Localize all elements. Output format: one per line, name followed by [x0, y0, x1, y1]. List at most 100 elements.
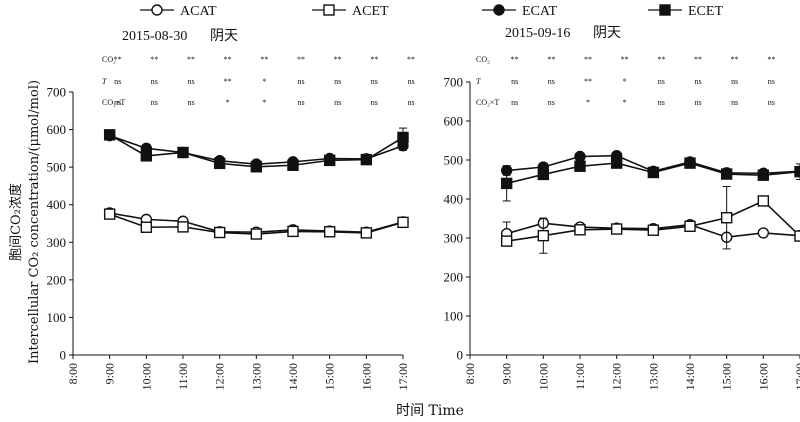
- data-point-ecet: [213, 157, 226, 170]
- y-tick-label: 500: [444, 153, 464, 168]
- x-tick-label: 16:00: [359, 363, 373, 390]
- y-tick-label: 700: [47, 85, 67, 100]
- sig-mark: **: [370, 55, 378, 64]
- data-point-ecet: [537, 168, 550, 181]
- sig-mark: ns: [548, 77, 555, 86]
- y-tick-label: 300: [444, 231, 464, 246]
- sig-mark: ns: [151, 77, 158, 86]
- data-point-acet: [574, 224, 586, 236]
- y-tick-label: 200: [444, 270, 464, 285]
- x-tick-label: 17:00: [396, 363, 410, 390]
- data-point-acet: [213, 226, 226, 239]
- sig-mark: ns: [548, 98, 555, 107]
- sig-mark: ns: [658, 98, 665, 107]
- data-point-ecet: [574, 160, 586, 172]
- sig-mark: ns: [114, 77, 121, 86]
- x-tick-label: 14:00: [286, 363, 300, 390]
- y-tick-label: 300: [47, 235, 67, 250]
- sig-mark: **: [150, 55, 158, 64]
- sig-mark: **: [260, 55, 268, 64]
- series-acet: [500, 186, 800, 254]
- sig-mark: ns: [371, 77, 378, 86]
- data-point-ecet: [647, 166, 660, 179]
- chart-legend: ACAT ACET ECAT ECET: [140, 4, 723, 19]
- data-point-acet: [500, 235, 513, 247]
- x-tick-label: 12:00: [610, 363, 624, 390]
- sig-row-label: CO₂: [102, 55, 116, 64]
- data-point-ecet: [177, 146, 189, 159]
- x-tick-label: 10:00: [139, 363, 153, 390]
- sig-row-label: CO₂: [476, 55, 490, 64]
- data-point-acet: [397, 216, 409, 229]
- sig-mark: *: [586, 98, 590, 107]
- x-tick-label: 8:00: [463, 363, 477, 384]
- data-point-acet: [177, 221, 189, 233]
- data-point-ecet: [720, 168, 733, 180]
- data-point-acet: [794, 230, 800, 242]
- sig-mark: ns: [114, 98, 121, 107]
- legend-marker-acat: [151, 4, 163, 16]
- sig-mark: **: [621, 55, 629, 64]
- x-tick-label: 9:00: [500, 363, 514, 384]
- x-tick-label: 14:00: [683, 363, 697, 390]
- y-tick-label: 400: [47, 197, 67, 212]
- data-point-ecet: [323, 154, 336, 167]
- sig-mark: **: [187, 55, 195, 64]
- x-tick-label: 9:00: [103, 363, 117, 384]
- series-ecet: [500, 157, 800, 202]
- sig-mark: ns: [297, 77, 304, 86]
- data-point-ecet: [287, 159, 299, 171]
- sig-mark: ns: [151, 98, 158, 107]
- sig-mark: ns: [334, 77, 341, 86]
- sig-mark: **: [731, 55, 739, 64]
- data-point-ecet: [250, 161, 263, 173]
- data-point-acet: [250, 228, 263, 240]
- series-acet: [103, 208, 409, 240]
- data-point-ecet: [684, 157, 696, 169]
- sig-mark: ns: [187, 98, 194, 107]
- data-point-ecet: [757, 169, 770, 181]
- legend-label-ecat: ECAT: [522, 4, 557, 19]
- y-tick-label: 0: [457, 348, 464, 363]
- sig-mark: ns: [768, 98, 775, 107]
- sig-mark: *: [623, 98, 627, 107]
- sig-mark: **: [224, 55, 232, 64]
- panel-weather: 阴天: [210, 28, 238, 44]
- data-point-acet: [684, 220, 696, 233]
- data-point-acet: [757, 195, 770, 207]
- sig-mark: *: [262, 77, 266, 86]
- y-tick-label: 500: [47, 160, 67, 175]
- data-point-ecat: [574, 150, 586, 163]
- x-tick-label: 11:00: [573, 363, 587, 390]
- sig-mark: ns: [511, 98, 518, 107]
- x-tick-label: 11:00: [176, 363, 190, 390]
- panel-date: 2015-09-16: [505, 26, 570, 41]
- x-tick-label: 16:00: [756, 363, 770, 390]
- x-axis-label: 时间 Time: [396, 403, 464, 419]
- data-point-ecet: [140, 150, 153, 162]
- series-ecet: [103, 127, 409, 173]
- sig-mark: ns: [658, 77, 665, 86]
- sig-mark: **: [407, 55, 415, 64]
- sig-mark: ns: [731, 98, 738, 107]
- legend-marker-acet: [323, 4, 335, 16]
- sig-mark: ns: [407, 77, 414, 86]
- y-axis-label-cn: 胞间CO₂浓度: [8, 183, 24, 261]
- panel-date: 2015-08-30: [122, 29, 187, 44]
- sig-mark: ns: [511, 77, 518, 86]
- sig-mark: **: [297, 55, 305, 64]
- data-point-acet: [103, 208, 116, 220]
- y-tick-label: 200: [47, 272, 67, 287]
- sig-mark: ns: [694, 98, 701, 107]
- x-tick-label: 12:00: [213, 363, 227, 390]
- sig-mark: **: [511, 55, 519, 64]
- data-point-ecet: [360, 153, 373, 166]
- x-tick-label: 10:00: [536, 363, 550, 390]
- y-tick-label: 600: [47, 122, 67, 137]
- sig-mark: **: [114, 55, 122, 64]
- data-point-ecet: [103, 129, 116, 141]
- sig-mark: ns: [334, 98, 341, 107]
- sig-mark: ns: [694, 77, 701, 86]
